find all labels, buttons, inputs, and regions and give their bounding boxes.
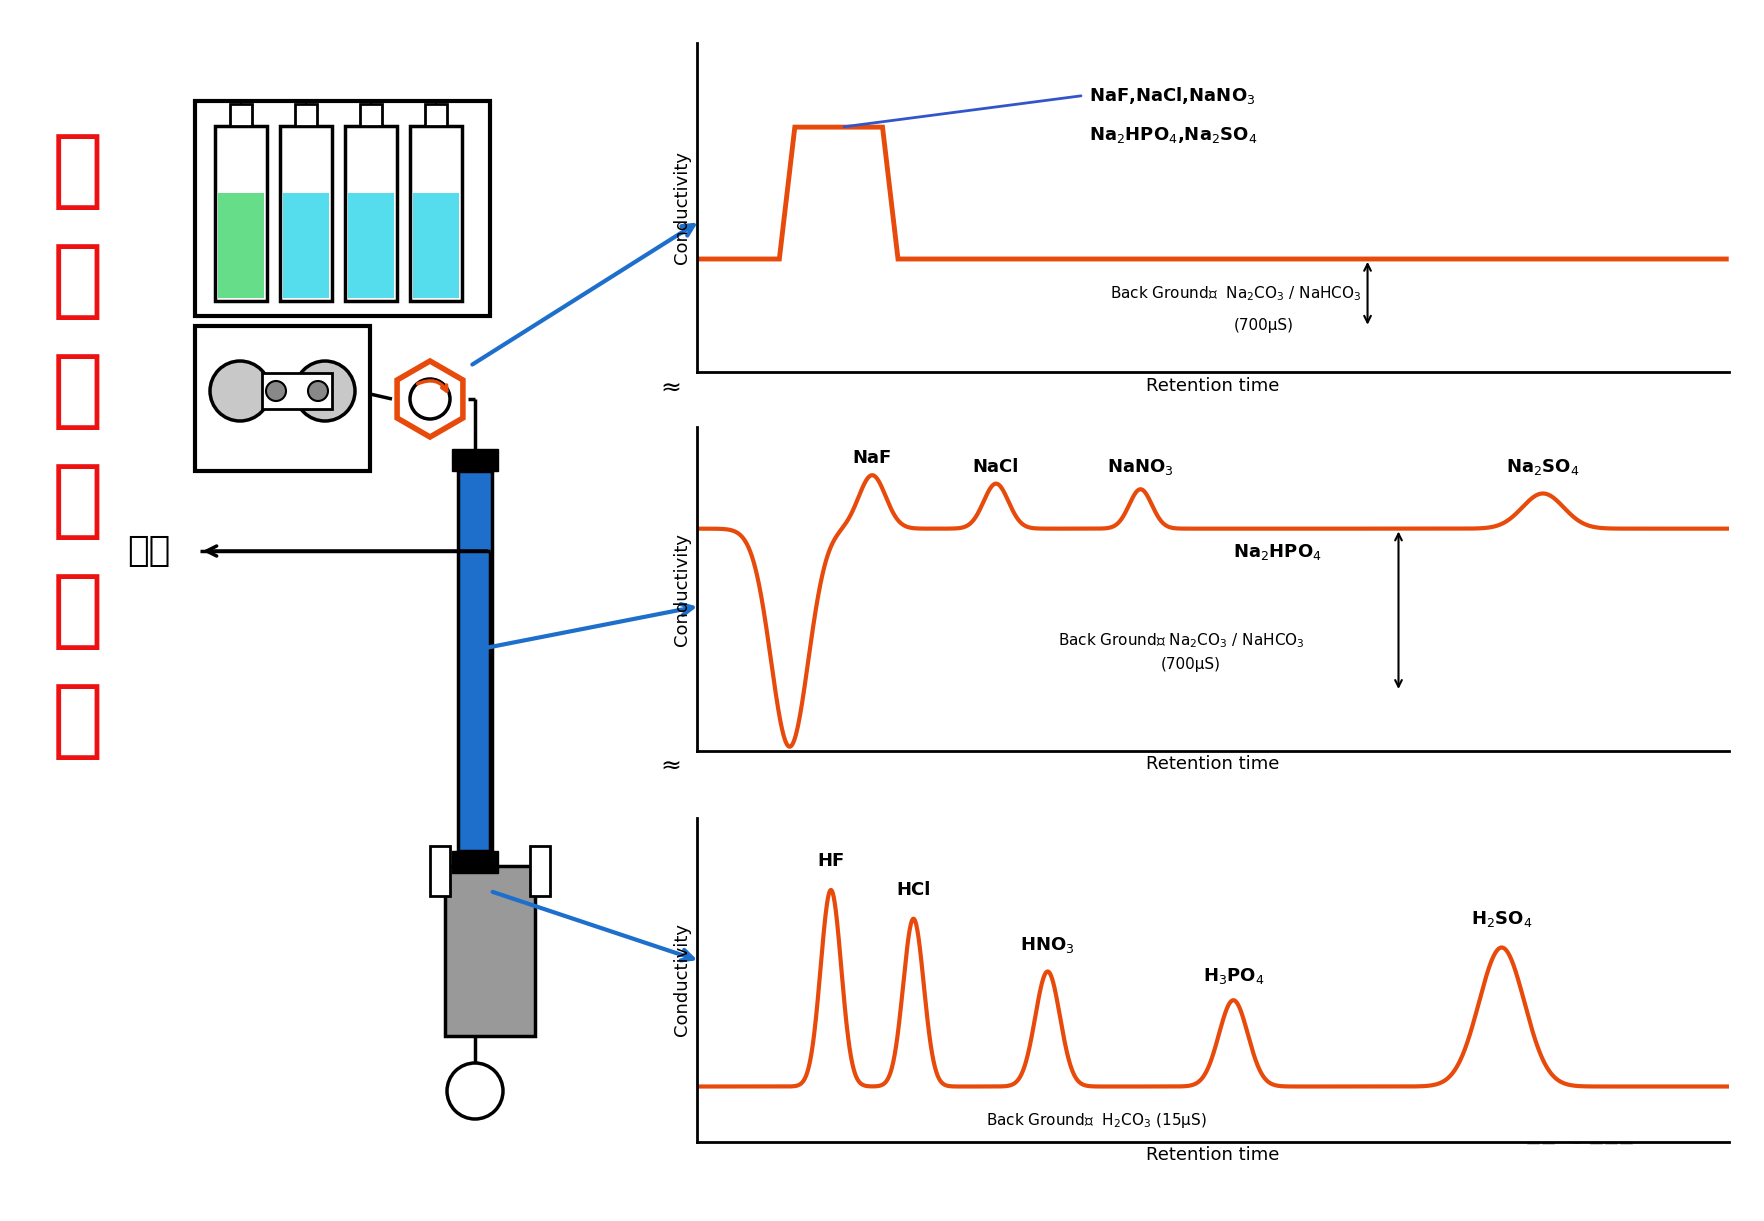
- Y-axis label: Conductivity: Conductivity: [674, 151, 691, 264]
- Bar: [413, 193, 459, 298]
- Bar: [295, 104, 318, 126]
- Text: Back Ground： Na$_2$CO$_3$ / NaHCO$_3$: Back Ground： Na$_2$CO$_3$ / NaHCO$_3$: [1058, 631, 1305, 650]
- Bar: [529, 846, 550, 896]
- Bar: [282, 193, 330, 298]
- Bar: [452, 851, 497, 873]
- Bar: [215, 126, 266, 302]
- Bar: [280, 126, 332, 302]
- Y-axis label: Conductivity: Conductivity: [674, 923, 691, 1037]
- Text: NaF,NaCl,NaNO$_3$: NaF,NaCl,NaNO$_3$: [1088, 84, 1256, 106]
- Bar: [346, 126, 397, 302]
- Text: 知乎 @色谱云: 知乎 @色谱云: [1526, 1121, 1633, 1145]
- Text: 抑: 抑: [53, 129, 104, 212]
- Bar: [360, 104, 383, 126]
- Text: Na$_2$HPO$_4$,Na$_2$SO$_4$: Na$_2$HPO$_4$,Na$_2$SO$_4$: [1088, 126, 1258, 145]
- Circle shape: [295, 361, 355, 421]
- Bar: [263, 372, 332, 409]
- Text: Back Ground：  H$_2$CO$_3$ (15μS): Back Ground： H$_2$CO$_3$ (15μS): [986, 1111, 1207, 1129]
- Bar: [229, 104, 252, 126]
- Bar: [452, 449, 497, 471]
- X-axis label: Retention time: Retention time: [1147, 1145, 1279, 1164]
- Bar: [409, 126, 462, 302]
- Text: HF: HF: [817, 852, 845, 871]
- Text: Na$_2$SO$_4$: Na$_2$SO$_4$: [1506, 458, 1581, 477]
- Text: NaCl: NaCl: [974, 458, 1020, 476]
- Text: Na$_2$HPO$_4$: Na$_2$HPO$_4$: [1233, 542, 1323, 562]
- Text: Back Ground：  Na$_2$CO$_3$ / NaHCO$_3$: Back Ground： Na$_2$CO$_3$ / NaHCO$_3$: [1110, 284, 1362, 303]
- Text: ≈: ≈: [660, 755, 681, 779]
- Bar: [219, 193, 265, 298]
- Circle shape: [446, 1063, 503, 1118]
- Text: 作: 作: [53, 569, 104, 652]
- Y-axis label: Conductivity: Conductivity: [674, 532, 691, 646]
- Text: NaF: NaF: [852, 448, 893, 466]
- X-axis label: Retention time: Retention time: [1147, 376, 1279, 394]
- Text: ≈: ≈: [660, 377, 681, 400]
- X-axis label: Retention time: Retention time: [1147, 755, 1279, 773]
- Text: 器: 器: [53, 349, 104, 432]
- Text: H$_2$SO$_4$: H$_2$SO$_4$: [1471, 908, 1533, 928]
- Bar: [348, 193, 393, 298]
- Bar: [445, 866, 534, 1035]
- Text: 废液: 废液: [127, 534, 169, 568]
- Text: 制: 制: [53, 239, 104, 322]
- Text: HCl: HCl: [896, 880, 931, 899]
- Bar: [459, 471, 492, 851]
- Text: HNO$_3$: HNO$_3$: [1020, 935, 1074, 955]
- Circle shape: [210, 361, 270, 421]
- Text: (700μS): (700μS): [1161, 657, 1221, 673]
- Circle shape: [266, 381, 286, 400]
- Text: 用: 用: [53, 680, 104, 762]
- Bar: [196, 101, 490, 316]
- Bar: [425, 104, 446, 126]
- Text: (700μS): (700μS): [1233, 319, 1293, 333]
- Bar: [430, 846, 450, 896]
- Circle shape: [309, 381, 328, 400]
- Text: NaNO$_3$: NaNO$_3$: [1108, 458, 1173, 477]
- Text: 的: 的: [53, 459, 104, 542]
- Text: H$_3$PO$_4$: H$_3$PO$_4$: [1203, 966, 1265, 987]
- Bar: [196, 326, 370, 471]
